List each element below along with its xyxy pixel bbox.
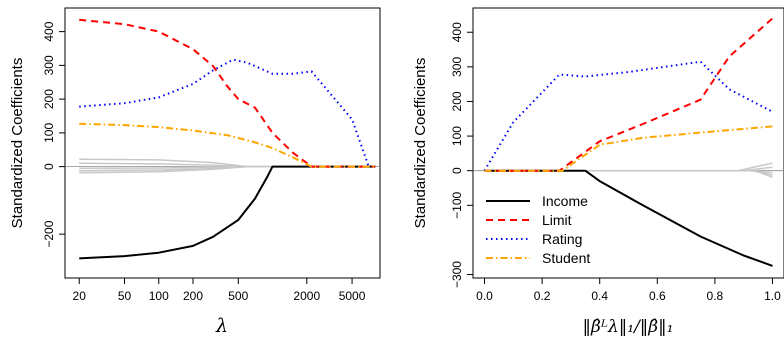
legend-label-limit: Limit [542, 212, 572, 228]
right-y-tick-label: −100 [450, 191, 464, 218]
left-y-tick-label: −200 [42, 220, 56, 247]
right-x-tick-label: 0.8 [707, 289, 724, 303]
right-y-tick-label: 300 [450, 57, 464, 77]
left-series-group [79, 18, 376, 260]
right-y-axis: −300 −100 0 100 200 300 400 [450, 22, 473, 288]
right-x-tick-label: 0.0 [476, 289, 493, 303]
right-y-tick-label: 100 [450, 126, 464, 146]
right-series-group [483, 17, 774, 267]
right-y-tick-label: 400 [450, 22, 464, 42]
right-series-other-line [484, 162, 773, 172]
left-y-tick-label: 300 [42, 55, 56, 75]
right-x-axis: 0.0 0.2 0.4 0.6 0.8 1.0 [476, 278, 781, 303]
left-x-axis: 20 50 100 200 500 2000 5000 [73, 278, 366, 303]
right-x-tick-label: 0.4 [591, 289, 608, 303]
left-series-student-line [79, 122, 376, 168]
left-series-limit-line [79, 18, 376, 168]
left-y-axis-label: Standardized Coefficients [9, 58, 26, 229]
left-x-tick-label: 5000 [339, 289, 366, 303]
right-x-tick-label: 0.6 [649, 289, 666, 303]
legend: Income Limit Rating Student [486, 193, 590, 266]
left-y-tick-label: 400 [42, 21, 56, 41]
right-x-tick-label: 1.0 [764, 289, 781, 303]
left-x-tick-label: 50 [118, 289, 132, 303]
right-y-tick-label: 0 [450, 167, 464, 174]
legend-label-rating: Rating [542, 231, 582, 247]
left-x-tick-label: 500 [228, 289, 248, 303]
right-x-tick-label: 0.2 [534, 289, 551, 303]
legend-label-student: Student [542, 250, 590, 266]
left-plot-frame [64, 7, 381, 279]
left-y-tick-label: 200 [42, 89, 56, 109]
right-y-tick-label: 200 [450, 91, 464, 111]
left-x-tick-label: 20 [73, 289, 87, 303]
right-y-axis-label: Standardized Coefficients [412, 58, 429, 229]
left-y-tick-label: 100 [42, 123, 56, 143]
left-y-axis: −200 0 100 200 300 400 [42, 21, 65, 248]
right-y-tick-label: −300 [450, 261, 464, 288]
left-x-tick-label: 200 [183, 289, 203, 303]
left-y-tick-label: 0 [42, 163, 56, 170]
legend-label-income: Income [542, 193, 588, 209]
right-x-axis-label: ‖β̂ᴸλ‖₁/‖β̂‖₁ [583, 317, 674, 337]
right-series-student-line [484, 125, 773, 172]
right-series-income-line [484, 169, 773, 267]
right-series-rating-line [483, 60, 773, 172]
left-x-tick-label: 2000 [293, 289, 320, 303]
right-panel: −300 −100 0 100 200 300 400 0.0 0.2 0.4 0.6 0.8 1.0… [412, 7, 784, 337]
left-series-income-line [79, 165, 376, 260]
left-x-axis-label: λ [215, 315, 228, 337]
right-plot-frame [472, 7, 784, 279]
left-series-rating-line [79, 58, 370, 167]
right-series-limit-line [484, 17, 774, 172]
left-x-tick-label: 100 [149, 289, 169, 303]
